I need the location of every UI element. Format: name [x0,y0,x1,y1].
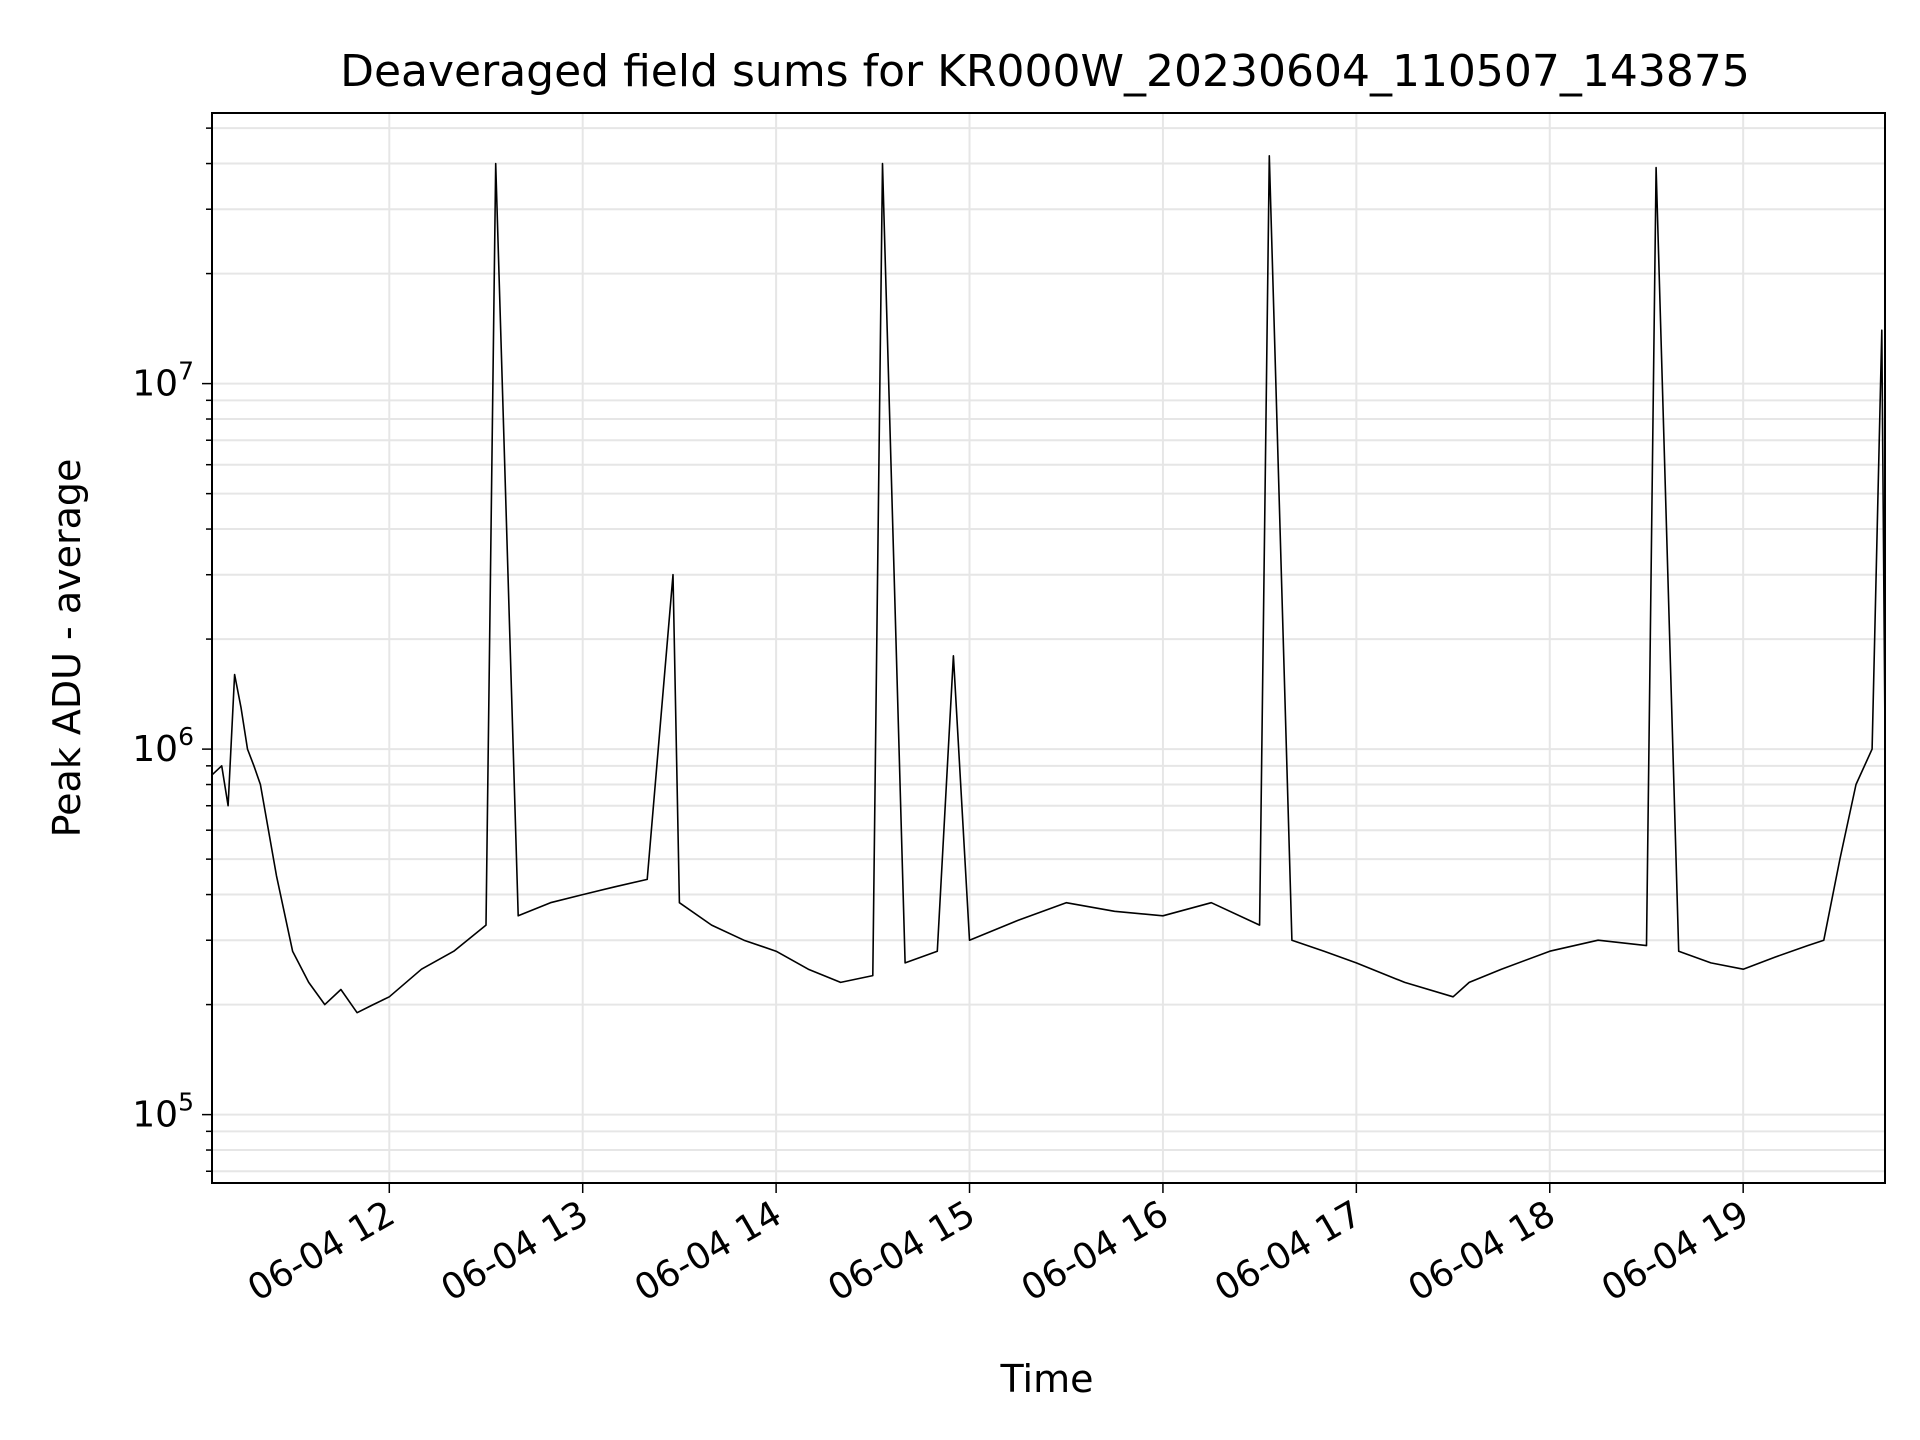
y-axis-label: Peak ADU - average [45,459,89,838]
grid [212,113,1885,1183]
y-tick-label: 105 [132,1088,194,1136]
y-axis: 105 106 107 [132,127,212,1172]
x-axis-label: Time [1000,1357,1094,1401]
chart-title: Deaveraged field sums for KR000W_2023060… [340,46,1750,97]
plot-frame [211,112,1886,1184]
series-line [211,155,1886,1014]
y-tick-label: 106 [132,722,194,770]
y-tick-label: 107 [132,357,194,405]
series-group [211,155,1886,1014]
